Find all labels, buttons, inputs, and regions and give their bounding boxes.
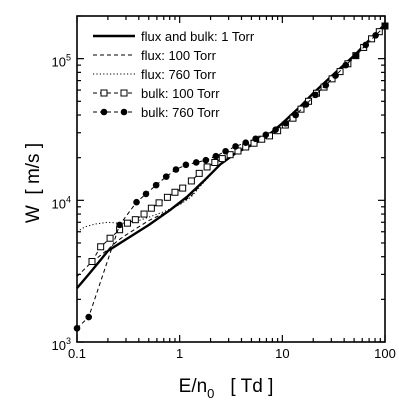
legend-item: flux: 100 Torr [93, 48, 217, 63]
series-2 [76, 122, 283, 277]
y-tick-label: 103 [52, 336, 71, 353]
data-point [85, 313, 92, 321]
x-tick-label: 1 [176, 346, 183, 361]
x-axis-title: E/n0 [ Td ] [179, 376, 274, 401]
y-tick-base: 10 [52, 338, 66, 353]
data-point [171, 188, 179, 196]
data-point [187, 177, 195, 185]
data-point [222, 147, 229, 155]
x-axis-title-subscript: 0 [207, 386, 214, 401]
legend-marker [120, 108, 128, 116]
data-point [195, 169, 203, 177]
data-point [226, 151, 234, 159]
data-point [381, 22, 389, 30]
series-line [76, 122, 283, 277]
y-tick-exponent: 4 [66, 194, 71, 204]
data-point [123, 219, 131, 227]
legend-marker [120, 89, 128, 97]
legend-label: flux and bulk: 1 Torr [141, 29, 255, 44]
data-point [73, 324, 81, 332]
series-line [76, 122, 283, 233]
data-point [152, 181, 160, 189]
data-point [203, 163, 211, 171]
legend-item: bulk: 100 Torr [93, 86, 220, 101]
x-tick-label: 0.1 [68, 346, 86, 361]
x-tick-label: 100 [374, 346, 396, 361]
data-point [302, 101, 310, 108]
data-point [322, 81, 330, 89]
data-point [282, 119, 290, 127]
data-point [297, 105, 305, 113]
data-point [292, 111, 300, 119]
data-point [372, 32, 379, 39]
data-point [242, 139, 250, 147]
data-point [140, 210, 148, 218]
data-point [211, 158, 219, 166]
data-point [116, 221, 123, 229]
data-point [182, 161, 190, 169]
series-3 [76, 122, 283, 233]
data-point [232, 143, 239, 150]
data-point [368, 35, 376, 43]
data-point [218, 155, 226, 163]
legend-marker [100, 89, 108, 97]
x-tick-labels: 0.1 1 10 100 [68, 346, 396, 361]
data-point [155, 199, 163, 207]
data-point [312, 91, 319, 99]
data-point [272, 126, 279, 134]
legend-item: flux and bulk: 1 Torr [93, 29, 255, 44]
data-point [172, 166, 180, 173]
data-point [332, 72, 339, 79]
data-point [352, 52, 360, 59]
legend-marker [100, 108, 108, 116]
axis-ticks [76, 15, 386, 343]
y-tick-label: 104 [52, 194, 71, 211]
legend-label: bulk: 100 Torr [141, 86, 220, 101]
y-axis-title: W [ m/s ] [23, 143, 44, 223]
y-tick-exponent: 5 [66, 53, 71, 63]
data-point [179, 184, 187, 192]
data-point [97, 243, 105, 251]
y-tick-label: 105 [52, 53, 71, 70]
x-tick-label: 10 [275, 346, 289, 361]
data-point [147, 204, 155, 212]
data-point [133, 198, 140, 206]
legend-label: flux: 760 Torr [141, 67, 217, 82]
data-point [106, 234, 114, 242]
series-5 [73, 22, 389, 332]
data-point [212, 152, 220, 160]
data-point [328, 75, 336, 83]
y-tick-base: 10 [52, 55, 66, 70]
data-point [163, 193, 171, 201]
legend-item: bulk: 760 Torr [93, 105, 220, 120]
data-point [142, 190, 150, 198]
legend-label: flux: 100 Torr [141, 48, 217, 63]
data-point [162, 173, 170, 180]
plot-frame [76, 15, 386, 343]
y-tick-base: 10 [52, 196, 66, 211]
series-4 [88, 22, 389, 265]
y-tick-exponent: 3 [66, 336, 71, 346]
data-point [192, 159, 200, 166]
data-point [252, 135, 259, 143]
legend-label: bulk: 760 Torr [141, 105, 220, 120]
data-point [362, 41, 370, 49]
x-axis-title-unit: [ Td ] [230, 376, 273, 397]
data-point [262, 131, 270, 139]
legend-item: flux: 760 Torr [93, 67, 217, 82]
data-point [202, 156, 210, 164]
x-axis-title-main: E/n [179, 376, 208, 397]
data-series [73, 22, 389, 332]
data-point [88, 257, 96, 265]
series-line [91, 25, 386, 262]
data-point [131, 216, 139, 224]
data-point [342, 61, 350, 69]
legend: flux and bulk: 1 Torr flux: 100 Torr flux:… [93, 29, 255, 120]
